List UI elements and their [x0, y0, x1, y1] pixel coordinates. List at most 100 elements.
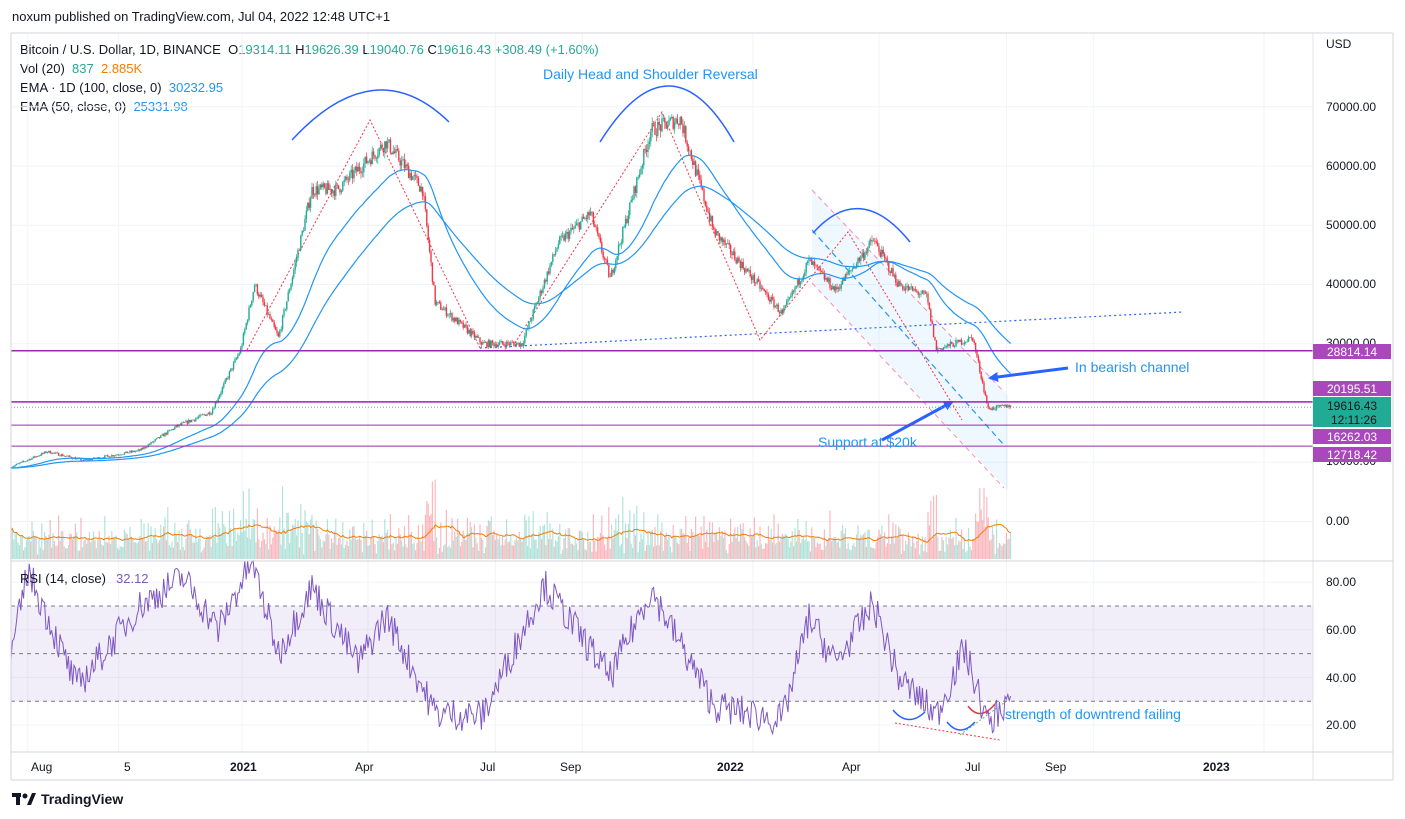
volume-bar — [938, 551, 940, 559]
candle-body — [365, 156, 368, 164]
volume-bar — [511, 545, 513, 559]
candle-body — [454, 317, 456, 322]
price-tick: 40000.00 — [1326, 277, 1376, 291]
rsi-tick: 40.00 — [1326, 671, 1356, 685]
volume-bar — [464, 534, 466, 559]
volume-bar — [48, 534, 50, 559]
candle-body — [799, 281, 802, 285]
volume-bar — [702, 548, 704, 559]
candle-body — [440, 302, 442, 310]
time-label: Jul — [480, 760, 495, 774]
volume-bar — [795, 541, 797, 559]
tradingview-footer[interactable]: TradingView — [12, 791, 123, 807]
time-label: 2021 — [230, 760, 257, 774]
candle-body — [158, 437, 161, 438]
candle-body — [431, 262, 434, 282]
symbol-label[interactable]: Bitcoin / U.S. Dollar, 1D, BINANCE — [20, 42, 221, 57]
volume-bar — [104, 515, 106, 559]
volume-bar — [829, 510, 831, 559]
candle-body — [195, 418, 197, 421]
price-axis-ticks[interactable]: 70000.00 60000.00 50000.00 40000.00 3000… — [1326, 100, 1376, 528]
candle-body — [738, 257, 740, 262]
volume-bar — [724, 530, 726, 559]
candle-body — [52, 452, 54, 454]
volume-bar — [469, 521, 471, 559]
candle-body — [423, 196, 425, 197]
volume-bar — [531, 534, 533, 559]
time-axis[interactable]: Aug 5 2021 Apr Jul Sep 2022 Apr Jul Sep … — [31, 760, 1230, 774]
candle-body — [391, 152, 393, 154]
volume-bar — [989, 540, 991, 559]
candle-body — [827, 278, 830, 282]
price-axis-currency: USD — [1326, 37, 1352, 51]
volume-bar — [577, 550, 579, 559]
volume-bar — [758, 546, 760, 559]
candle-body — [263, 302, 266, 306]
volume-bar — [676, 543, 678, 559]
candle-body — [472, 330, 474, 333]
volume-bar — [305, 521, 307, 559]
candle-body — [50, 453, 53, 455]
candle-body — [314, 194, 316, 196]
candle-body — [522, 343, 525, 346]
volume-bar — [220, 534, 222, 559]
volume-bar — [122, 546, 124, 559]
volume-bar — [81, 547, 83, 559]
candle-body — [399, 160, 401, 166]
rsi-tick: 80.00 — [1326, 575, 1356, 589]
volume-bar — [492, 534, 494, 559]
candle-body — [970, 337, 973, 338]
chart-grid — [11, 33, 1313, 752]
volume-bar — [392, 542, 394, 559]
volume-bar — [525, 520, 527, 559]
candle-body — [706, 205, 708, 212]
volume-bar — [429, 516, 431, 559]
candle-body — [291, 277, 294, 284]
candle-body — [525, 329, 527, 336]
volume-bar — [139, 536, 141, 559]
candle-body — [90, 459, 92, 460]
volume-bar — [536, 548, 538, 559]
volume-bar — [23, 550, 25, 559]
volume-bar — [186, 523, 188, 559]
candle-body — [661, 118, 663, 132]
volume-bar — [926, 552, 928, 559]
candle-body — [325, 187, 327, 194]
candle-body — [260, 294, 263, 298]
candle-body — [172, 429, 175, 430]
volume-bar — [840, 530, 842, 559]
volume-bar — [835, 537, 837, 559]
volume-bar — [668, 535, 670, 559]
volume-bar — [389, 513, 391, 559]
candle-body — [900, 285, 903, 287]
volume-bar — [39, 547, 41, 559]
candle-body — [458, 319, 460, 325]
volume-label[interactable]: Vol (20) — [20, 61, 65, 76]
candle-body — [336, 184, 338, 186]
candle-body — [165, 432, 168, 435]
volume-bar — [832, 539, 834, 559]
candle-body — [644, 149, 646, 151]
volume-bar — [651, 529, 653, 559]
candle-body — [389, 139, 392, 153]
rsi-legend-label[interactable]: RSI (14, close) — [20, 571, 106, 586]
candle-body — [301, 231, 303, 236]
volume-bar — [826, 539, 828, 559]
volume-bar — [766, 543, 768, 559]
candle-body — [666, 125, 669, 129]
candle-body — [321, 184, 323, 188]
candle-body — [358, 166, 361, 171]
candle-body — [888, 262, 890, 272]
volume-bar — [147, 523, 149, 559]
candle-body — [538, 297, 540, 303]
candle-body — [116, 454, 119, 456]
volume-bar — [718, 527, 720, 559]
candle-body — [430, 251, 432, 263]
candle-body — [816, 265, 819, 267]
rsi-axis-ticks[interactable]: 80.00 60.00 40.00 20.00 — [1326, 575, 1356, 732]
volume-bar — [290, 529, 292, 559]
ema100-label[interactable]: EMA · 1D (100, close, 0) — [20, 80, 162, 95]
candle-body — [762, 287, 764, 290]
volume-bar — [843, 533, 845, 559]
